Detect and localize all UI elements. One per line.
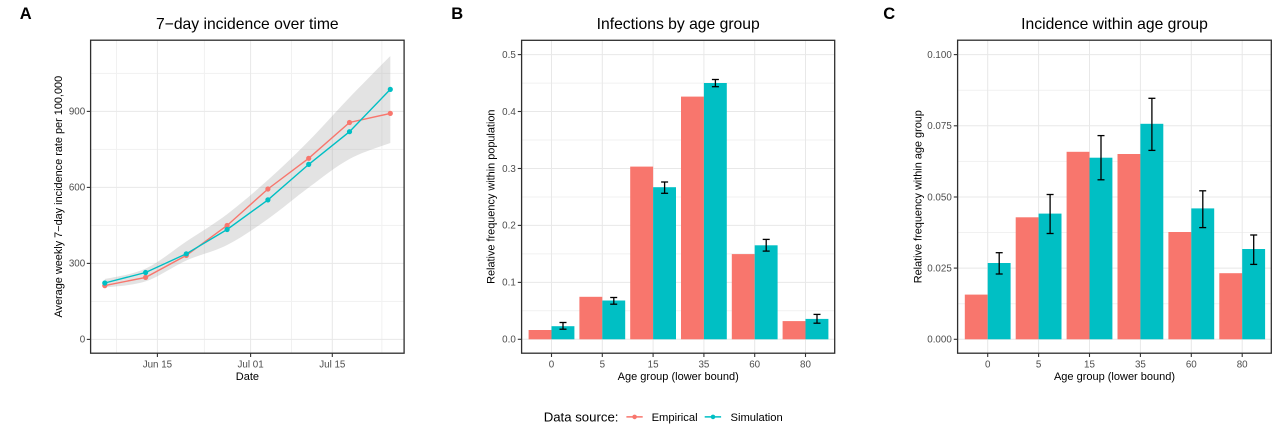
svg-text:900: 900 xyxy=(69,107,86,118)
svg-text:60: 60 xyxy=(749,359,760,370)
svg-text:Date: Date xyxy=(236,371,259,383)
svg-text:0.0: 0.0 xyxy=(502,335,516,346)
svg-text:600: 600 xyxy=(69,183,86,194)
svg-text:0.1: 0.1 xyxy=(502,278,516,289)
svg-text:A: A xyxy=(20,5,32,23)
svg-text:5: 5 xyxy=(600,359,606,370)
svg-text:0.4: 0.4 xyxy=(502,107,516,118)
svg-text:0.100: 0.100 xyxy=(927,50,952,61)
svg-text:0.5: 0.5 xyxy=(502,50,516,61)
svg-text:Relative frequency within popu: Relative frequency within population xyxy=(486,110,498,284)
svg-text:Jul 01: Jul 01 xyxy=(238,359,264,370)
svg-text:15: 15 xyxy=(648,359,659,370)
svg-text:Jul 15: Jul 15 xyxy=(319,359,346,370)
svg-text:C: C xyxy=(883,5,895,23)
svg-text:35: 35 xyxy=(698,359,709,370)
svg-text:Empirical: Empirical xyxy=(652,412,698,424)
svg-text:0: 0 xyxy=(549,359,555,370)
svg-text:Simulation: Simulation xyxy=(731,412,783,424)
svg-text:Incidence within age group: Incidence within age group xyxy=(1021,16,1208,33)
svg-text:0.000: 0.000 xyxy=(927,335,952,346)
svg-text:0.075: 0.075 xyxy=(927,121,952,132)
svg-text:7−day incidence over time: 7−day incidence over time xyxy=(156,16,339,33)
svg-text:B: B xyxy=(451,5,463,23)
svg-text:0.3: 0.3 xyxy=(502,164,516,175)
svg-text:0: 0 xyxy=(985,359,991,370)
svg-text:0: 0 xyxy=(80,335,86,346)
svg-text:Age group (lower bound): Age group (lower bound) xyxy=(618,371,739,383)
svg-text:Relative frequency within age: Relative frequency within age group xyxy=(913,110,925,283)
svg-text:Data source:: Data source: xyxy=(544,409,619,424)
svg-text:80: 80 xyxy=(800,359,811,370)
svg-text:5: 5 xyxy=(1036,359,1042,370)
svg-text:Infections by age group: Infections by age group xyxy=(597,16,760,33)
svg-text:Age group (lower bound): Age group (lower bound) xyxy=(1054,371,1175,383)
svg-text:300: 300 xyxy=(69,259,86,270)
svg-text:80: 80 xyxy=(1237,359,1248,370)
svg-text:0.050: 0.050 xyxy=(927,192,952,203)
svg-text:Average weekly 7−day incidence: Average weekly 7−day incidence rate per … xyxy=(53,76,65,318)
svg-text:60: 60 xyxy=(1186,359,1197,370)
svg-text:0.025: 0.025 xyxy=(927,263,952,274)
svg-text:Jun 15: Jun 15 xyxy=(143,359,173,370)
svg-text:35: 35 xyxy=(1135,359,1146,370)
svg-text:0.2: 0.2 xyxy=(502,221,516,232)
svg-text:15: 15 xyxy=(1084,359,1095,370)
